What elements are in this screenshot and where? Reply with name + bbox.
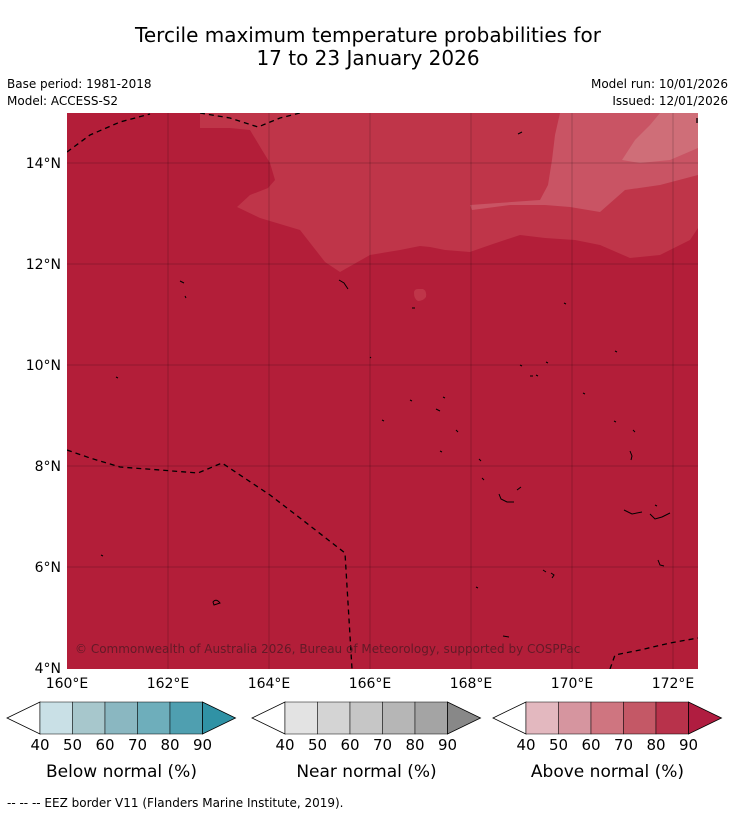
above-normal-colorbar-under-arrow xyxy=(492,701,527,735)
near-normal-colorbar-segment xyxy=(414,701,448,735)
below-normal-colorbar-segment xyxy=(104,701,138,735)
graticule xyxy=(67,113,698,669)
near-normal-colorbar-segment xyxy=(284,701,318,735)
below-normal-tick-label: 80 xyxy=(160,736,179,754)
near-normal-colorbar-under-arrow xyxy=(251,701,286,735)
below-normal-colorbar-over-arrow xyxy=(202,701,237,735)
near-normal-tick-label: 90 xyxy=(438,736,457,754)
above-normal-tick-label: 70 xyxy=(614,736,633,754)
near-normal-tick-label: 60 xyxy=(340,736,359,754)
eez-borders xyxy=(67,113,698,669)
chart-title-line-2: 17 to 23 January 2026 xyxy=(256,46,480,70)
above-normal-colorbar-over-arrow xyxy=(688,701,723,735)
model-run: Model run: 10/01/2026 xyxy=(590,77,728,91)
base-period: Base period: 1981-2018 xyxy=(7,77,152,91)
below-normal-tick-label: 70 xyxy=(128,736,147,754)
lat-label-12n: 12°N xyxy=(26,257,61,273)
above-normal-colorbar-segment xyxy=(558,701,592,735)
above-normal-tick-label: 90 xyxy=(679,736,698,754)
issued-date: Issued: 12/01/2026 xyxy=(612,94,728,108)
below-normal-colorbar-segment xyxy=(72,701,106,735)
above-normal-colorbar-segment xyxy=(655,701,689,735)
near-normal-tick-label: 50 xyxy=(308,736,327,754)
lon-label-162e: 162°E xyxy=(147,676,190,692)
lat-label-8n: 8°N xyxy=(35,459,61,475)
lon-label-170e: 170°E xyxy=(551,676,594,692)
copyright-text: © Commonwealth of Australia 2026, Bureau… xyxy=(75,642,580,656)
model-name: Model: ACCESS-S2 xyxy=(7,94,119,108)
lat-label-10n: 10°N xyxy=(26,358,61,374)
lon-label-164e: 164°E xyxy=(248,676,291,692)
above-normal-tick-label: 40 xyxy=(516,736,535,754)
below-normal-tick-label: 90 xyxy=(193,736,212,754)
below-normal-title: Below normal (%) xyxy=(46,762,197,782)
lat-label-4n: 4°N xyxy=(35,661,61,677)
islands xyxy=(100,131,671,638)
near-normal-colorbar-segment xyxy=(317,701,351,735)
near-normal-title: Near normal (%) xyxy=(296,762,437,782)
below-normal-tick-label: 60 xyxy=(95,736,114,754)
above-normal-title: Above normal (%) xyxy=(530,762,685,782)
near-normal-colorbar-over-arrow xyxy=(447,701,482,735)
near-normal-tick-label: 70 xyxy=(373,736,392,754)
near-normal-tick-label: 40 xyxy=(275,736,294,754)
lon-label-160e: 160°E xyxy=(46,676,89,692)
below-normal-colorbar-segment xyxy=(169,701,203,735)
near-normal-colorbar-segment xyxy=(382,701,416,735)
below-normal-tick-label: 40 xyxy=(30,736,49,754)
below-normal-colorbar-segment xyxy=(39,701,73,735)
near-normal-colorbar-segment xyxy=(349,701,383,735)
chart-title-line-1: Tercile maximum temperature probabilitie… xyxy=(135,23,601,47)
probability-map: © Commonwealth of Australia 2026, Bureau… xyxy=(26,113,698,692)
above-normal-colorbar-segment xyxy=(623,701,657,735)
lon-label-166e: 166°E xyxy=(349,676,392,692)
below-normal-tick-label: 50 xyxy=(63,736,82,754)
above-normal-tick-label: 50 xyxy=(549,736,568,754)
above-normal-tick-label: 60 xyxy=(581,736,600,754)
above-normal-tick-label: 80 xyxy=(646,736,665,754)
above-normal-colorbar-segment xyxy=(590,701,624,735)
above-normal-colorbar-segment xyxy=(525,701,559,735)
below-normal-colorbar-segment xyxy=(137,701,171,735)
eez-footnote: -- -- -- EEZ border V11 (Flanders Marine… xyxy=(7,796,344,810)
near-normal-tick-label: 80 xyxy=(405,736,424,754)
above-normal-50-60-region xyxy=(622,113,698,163)
above-normal-70-80-blob xyxy=(414,289,427,301)
lat-label-14n: 14°N xyxy=(26,156,61,172)
lon-label-168e: 168°E xyxy=(450,676,493,692)
lon-label-172e: 172°E xyxy=(652,676,695,692)
colorbar-legend: 40 50 60 70 80 90 40 50 60 70 80 90 40 50 60 70 80 90 xyxy=(6,701,723,754)
below-normal-colorbar-under-arrow xyxy=(6,701,41,735)
lat-label-6n: 6°N xyxy=(35,560,61,576)
